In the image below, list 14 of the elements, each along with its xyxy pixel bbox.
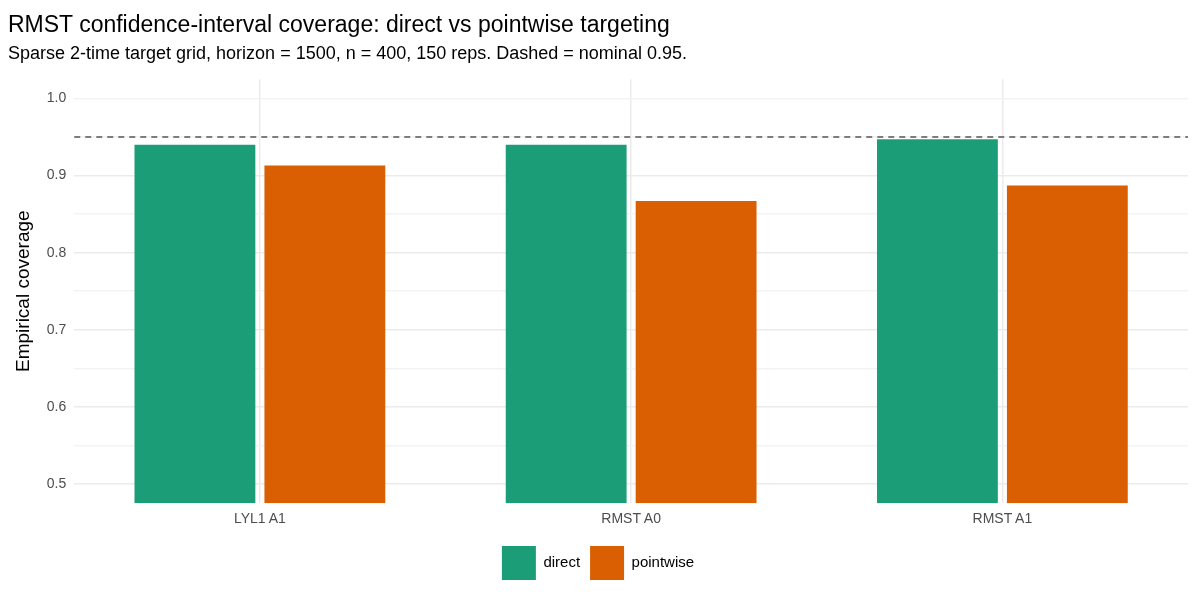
x-tick-label: RMST A1 [972,510,1033,527]
y-tick-label: 0.8 [46,243,67,260]
chart-subtitle: Sparse 2-time target grid, horizon = 1500, n = 400, 150 reps. Dashed = nominal 0.95. [8,43,687,64]
y-axis-title: Empirical coverage [11,210,33,372]
legend-label: pointwise [631,553,695,571]
y-tick-label: 0.5 [46,474,67,491]
chart-title: RMST confidence-interval coverage: direct vs pointwise targeting [8,11,670,38]
y-tick-label: 1.0 [46,89,67,106]
x-tick-label: RMST A0 [601,510,662,527]
y-tick-label: 0.7 [46,320,67,337]
x-tick-label: LYL1 A1 [233,510,287,527]
y-tick-label: 0.9 [46,166,67,183]
y-tick-label: 0.6 [46,397,67,414]
legend-label: direct [543,553,581,571]
